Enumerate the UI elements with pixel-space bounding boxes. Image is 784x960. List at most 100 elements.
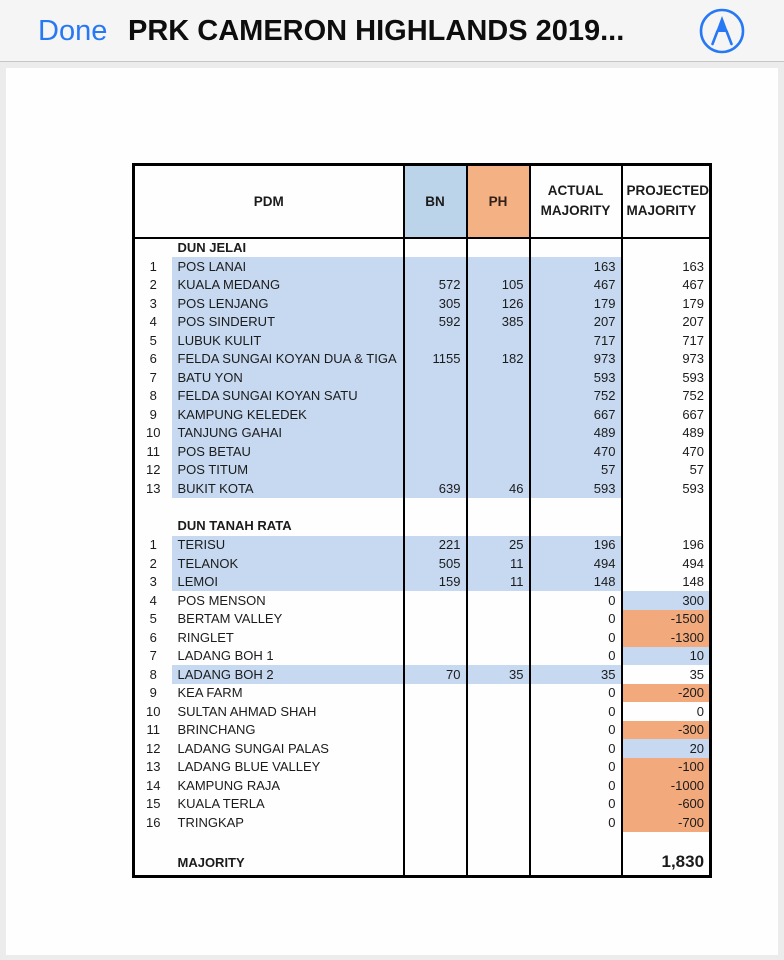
actual-majority-cell: 0 [528,794,622,813]
actual-majority-cell: 467 [528,275,622,294]
projected-majority-cell: 57 [620,460,711,479]
projected-majority-cell: -100 [620,757,711,776]
locality-name-cell: POS LENJANG [171,294,404,313]
locality-name-cell: RINGLET [177,629,234,645]
bn-votes-cell [402,423,467,442]
table-row: 11 POS BETAU 470 470 [134,442,711,461]
results-table-wrap: PDM BN PH ACTUAL MAJORITY PROJECTED MAJO… [132,163,713,878]
bn-votes-cell [402,757,467,776]
ph-votes-cell: 35 [465,665,530,684]
bn-votes-cell [402,368,467,387]
column-header-actual-majority: ACTUAL MAJORITY [528,164,622,239]
ph-votes-cell [465,850,530,876]
ph-votes-cell: 11 [465,554,530,573]
locality-name-cell: POS LANAI [171,257,404,276]
ph-votes-cell [465,831,530,850]
ph-votes-cell [465,776,530,795]
locality-name-cell: KAMPUNG KELEDEK [171,405,404,424]
actual-majority-cell: 0 [528,628,622,647]
locality-name-cell: SULTAN AHMAD SHAH [177,703,317,719]
ph-votes-cell [465,739,530,758]
bn-votes-cell [402,850,467,876]
projected-majority-cell: -1000 [620,776,711,795]
locality-name-cell: KUALA TERLA [177,796,265,812]
ph-votes-cell: 46 [465,479,530,498]
row-number-cell: 6 [149,351,157,367]
ph-votes-cell: 126 [465,294,530,313]
table-row: 6 FELDA SUNGAI KOYAN DUA & TIGA 1155 182 973… [134,349,711,368]
locality-name-cell [172,498,404,517]
section-title-row: DUN TANAH RATA [134,516,711,536]
projected-majority-cell: 35 [620,665,711,684]
actual-majority-cell: 207 [528,312,622,331]
election-results-table: PDM BN PH ACTUAL MAJORITY PROJECTED MAJO… [132,163,713,878]
navigation-bar: Done PRK CAMERON HIGHLANDS 2019... [0,0,784,62]
actual-majority-cell: 494 [528,554,622,573]
table-row: 7 LADANG BOH 1 0 10 [134,646,711,665]
actual-majority-cell: 0 [528,776,622,795]
ph-votes-cell [465,368,530,387]
page-title: PRK CAMERON HIGHLANDS 2019... [128,14,625,47]
section-title: DUN TANAH RATA [177,518,292,534]
locality-name-cell: TANJUNG GAHAI [171,423,404,442]
table-header-row: PDM BN PH ACTUAL MAJORITY PROJECTED MAJO… [133,164,711,239]
bn-votes-cell [402,628,467,647]
bn-votes-cell [402,497,467,516]
table-row: 16 TRINGKAP 0 -700 [134,813,711,832]
done-button[interactable]: Done [38,0,107,62]
actual-majority-cell: 163 [528,257,622,276]
projected-majority-cell: 163 [620,257,711,276]
row-number-cell: 10 [146,425,161,441]
ph-votes-cell [465,386,530,405]
bn-votes-cell [402,460,467,479]
ph-votes-cell [465,405,530,424]
actual-majority-cell [528,516,622,536]
projected-majority-cell: 148 [620,572,711,591]
actual-majority-cell [528,831,622,850]
projected-majority-cell [620,516,711,536]
locality-name-cell: LADANG BOH 1 [177,648,274,664]
projected-majority-cell: 752 [620,386,711,405]
drafting-compass-icon[interactable] [697,6,747,56]
projected-majority-cell: 494 [620,554,711,573]
projected-majority-cell: 489 [620,423,711,442]
projected-majority-cell: -1500 [620,609,711,628]
actual-majority-cell: 0 [528,702,622,721]
row-number-cell: 12 [146,462,161,478]
locality-name-cell: FELDA SUNGAI KOYAN DUA & TIGA [171,349,404,368]
actual-majority-cell: 489 [528,423,622,442]
ph-votes-cell [465,702,530,721]
row-number-cell: 5 [149,611,157,627]
projected-header-line1: PROJECTED [626,183,710,198]
ph-votes-cell [465,331,530,350]
actual-majority-cell: 0 [528,813,622,832]
locality-name-cell: BUKIT KOTA [171,479,404,498]
ph-votes-cell [465,516,530,536]
row-number-cell: 3 [149,295,157,311]
ph-votes-cell [465,794,530,813]
locality-name-cell: LADANG SUNGAI PALAS [177,740,329,756]
table-row: 12 POS TITUM 57 57 [134,460,711,479]
ph-votes-cell [465,257,530,276]
locality-name-cell: TERISU [171,535,404,554]
majority-label: MAJORITY [177,854,245,870]
actual-majority-cell: 0 [528,757,622,776]
row-number-cell: 9 [149,406,157,422]
bn-votes-cell: 572 [402,275,467,294]
actual-majority-cell: 717 [528,331,622,350]
table-row: 10 TANJUNG GAHAI 489 489 [134,423,711,442]
column-header-ph: PH [465,164,530,239]
locality-name-cell: LADANG BLUE VALLEY [177,759,321,775]
bn-votes-cell [402,794,467,813]
row-number-cell: 5 [149,332,157,348]
row-number-cell [134,238,172,258]
projected-majority-cell: -700 [620,813,711,832]
projected-majority-cell: 717 [620,331,711,350]
table-row: 1 TERISU 221 25 196 196 [134,535,711,554]
table-row: 4 POS MENSON 0 300 [134,591,711,610]
ph-votes-cell [465,628,530,647]
actual-header-line2: MAJORITY [540,203,611,219]
locality-name-cell: BRINCHANG [177,722,256,738]
bn-votes-cell: 639 [402,479,467,498]
table-row: 12 LADANG SUNGAI PALAS 0 20 [134,739,711,758]
